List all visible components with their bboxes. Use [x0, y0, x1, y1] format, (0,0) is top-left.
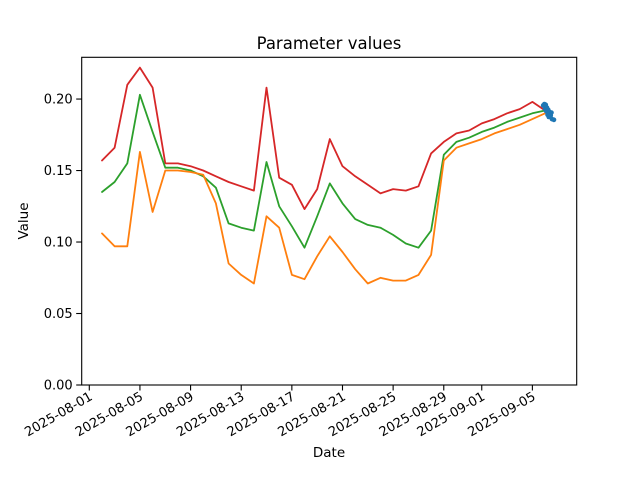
chart-title: Parameter values	[257, 34, 402, 53]
line-series-group	[101, 66, 546, 285]
y-axis-ticks: 0.00 0.05 0.10 0.15 0.20	[44, 93, 82, 394]
blue-scatter-points	[540, 101, 557, 123]
blue-scatter-marker	[549, 110, 554, 115]
y-tick-label: 0.05	[44, 307, 73, 322]
x-axis-ticks: 2025-08-012025-08-052025-08-092025-08-13…	[22, 385, 538, 440]
plot-area	[81, 57, 577, 386]
plot-area-group: 2025-08-012025-08-052025-08-092025-08-13…	[22, 56, 578, 440]
blue-scatter-marker	[551, 117, 557, 123]
axes-spines	[81, 56, 578, 386]
y-tick-label: 0.20	[44, 93, 73, 108]
y-tick-label: 0.10	[44, 236, 73, 251]
red-line	[101, 66, 546, 211]
orange-line	[101, 112, 546, 285]
y-tick-label: 0.15	[44, 164, 73, 179]
green-line	[101, 93, 546, 249]
y-tick-label: 0.00	[44, 379, 73, 394]
x-axis-label: Date	[313, 445, 345, 461]
y-axis-label: Value	[16, 202, 32, 239]
